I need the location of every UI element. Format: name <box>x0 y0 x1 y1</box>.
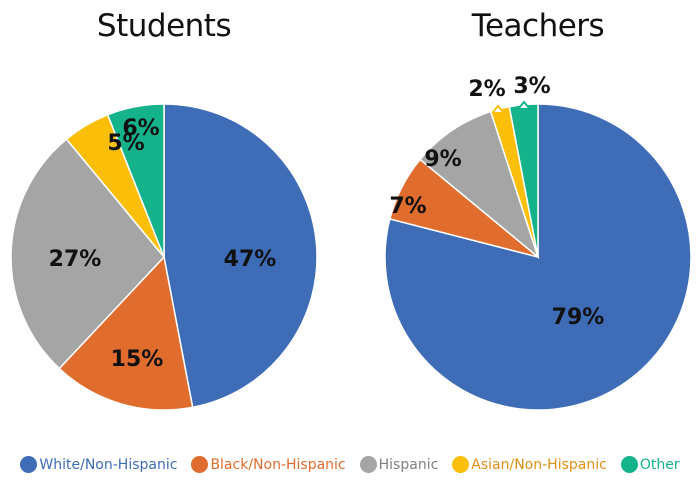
legend-label: Other <box>639 456 680 473</box>
slice-value-label: 15% <box>111 347 164 372</box>
pie-slice-hispanic <box>10 138 165 370</box>
slice-value-label: 79% <box>552 305 605 330</box>
legend-dot-icon <box>452 456 470 473</box>
students-chart-title: Students <box>96 8 232 44</box>
slice-value-label: 27% <box>49 247 102 272</box>
pie-slice-hispanic <box>419 110 540 260</box>
slice-value-label: 6% <box>122 116 159 141</box>
legend-item-white: White/Non-Hispanic <box>20 456 177 473</box>
callout-pointer-icon <box>518 100 530 109</box>
pie-slice-white-non-hispanic <box>163 103 318 409</box>
pie-slice-black-non-hispanic <box>58 255 194 411</box>
legend-dot-icon <box>620 456 638 473</box>
students-pie: 47% 15% 27% 5%6% <box>10 103 318 411</box>
legend-label: Black/Non-Hispanic <box>210 456 346 473</box>
slice-value-label: 5% <box>107 131 144 156</box>
legend-item-hispanic: Hispanic <box>359 456 439 473</box>
slice-value-label: 9% <box>424 147 461 172</box>
slice-value-label: 7% <box>389 194 426 219</box>
pie-slice-other <box>106 103 165 258</box>
pie-charts: 47% 15% 27% 5%6% 79% 7% 9% 2% 3% <box>10 74 692 411</box>
legend-dot-icon <box>191 456 209 473</box>
slice-value-label: 47% <box>224 247 277 272</box>
teachers-pie: 79% 7% 9% 2% 3% <box>384 74 692 411</box>
legend-dot-icon <box>359 456 377 473</box>
slice-value-label: 2% <box>468 77 505 102</box>
legend-label: White/Non-Hispanic <box>39 456 178 473</box>
teachers-chart-title: Teachers <box>471 8 605 44</box>
legend-label: Hispanic <box>378 456 439 473</box>
legend-item-black: Black/Non-Hispanic <box>191 456 346 473</box>
legend-dot-icon <box>20 456 38 473</box>
slice-value-label: 3% <box>513 74 550 99</box>
legend-label: Asian/Non-Hispanic <box>471 456 607 473</box>
legend-item-asian: Asian/Non-Hispanic <box>452 456 607 473</box>
legend-item-other: Other <box>620 456 680 473</box>
callout-pointer-icon <box>492 104 504 113</box>
legend: White/Non-Hispanic Black/Non-Hispanic Hi… <box>0 456 700 473</box>
